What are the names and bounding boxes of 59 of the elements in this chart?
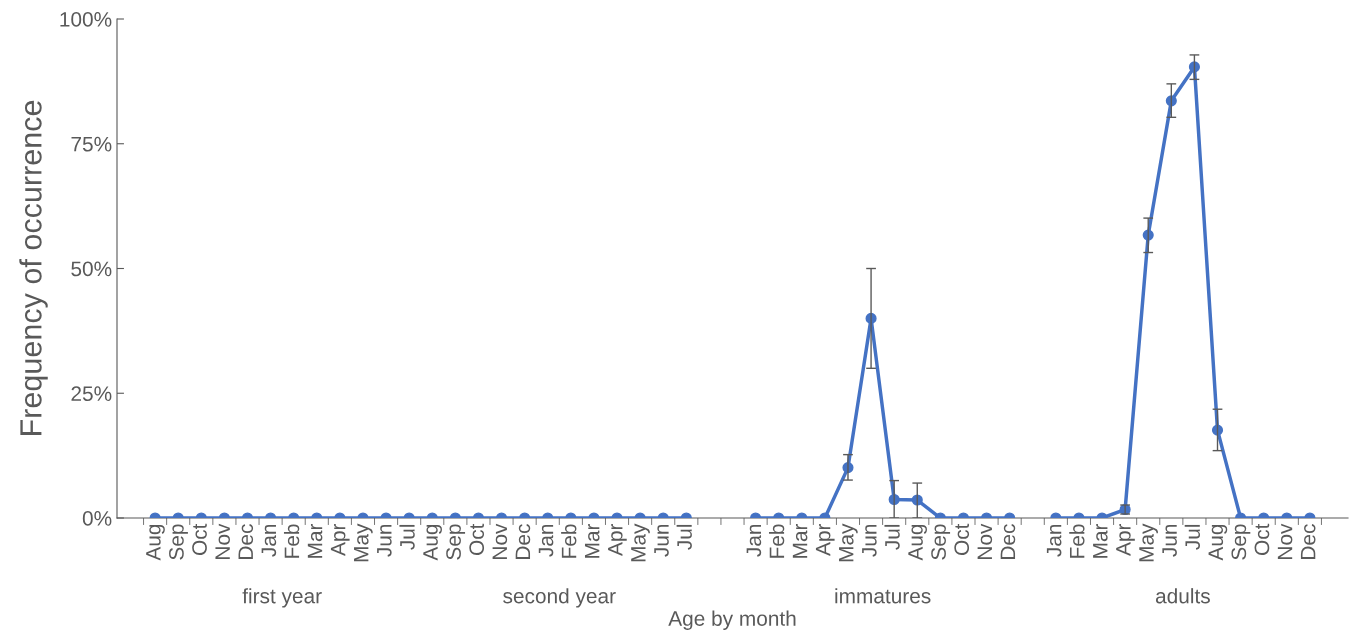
x-tick-label: Sep [931, 524, 951, 560]
x-tick-label: Mar [1093, 523, 1108, 558]
x-tick-label: Apr [608, 523, 627, 556]
x-tick-label: Oct [192, 523, 207, 555]
x-tick-label: Aug [423, 524, 442, 561]
x-axis-title: Age by month [668, 610, 796, 631]
x-tick-label: Feb [768, 524, 785, 558]
x-tick-label: Jan [746, 524, 762, 557]
x-tick-label: Oct [954, 523, 970, 555]
x-tick-label: Dec [238, 524, 254, 559]
x-tick-label: Dec [1300, 524, 1316, 559]
x-tick-label: Jun [1162, 524, 1177, 557]
x-tick-label: Sep [1231, 524, 1251, 560]
y-tick-label: 50% [71, 261, 112, 277]
x-tick-label: Aug [1208, 524, 1228, 561]
x-tick-label: May [354, 523, 373, 562]
x-tick-label: Oct [469, 523, 485, 555]
x-tick-label: Jul [1184, 524, 1201, 550]
x-tick-label: Jul [884, 524, 900, 550]
x-tick-label: Apr [330, 523, 350, 556]
x-tick-label: Mar [307, 523, 323, 558]
x-tick-label: Dec [515, 524, 531, 559]
x-tick-label: Aug [146, 524, 165, 561]
x-tick-label: Jan [538, 524, 554, 557]
x-tick-label: Jan [1046, 524, 1062, 557]
x-tick-label: Mar [584, 523, 600, 558]
y-tick-label: 0% [82, 511, 112, 526]
y-axis-title: Frequency of occurrence [19, 100, 48, 435]
x-tick-label: Sep [446, 524, 466, 560]
x-tick-label: Jan [261, 524, 277, 557]
x-tick-label: May [839, 523, 858, 562]
text: immatures [835, 588, 931, 604]
x-tick-label: May [631, 523, 650, 562]
x-tick-label: Jul [399, 524, 415, 550]
x-tick-label: Apr [1116, 523, 1135, 556]
x-tick-label: Jun [377, 524, 392, 557]
x-tick-label: Oct [1254, 523, 1270, 555]
x-tick-label: Jul [676, 524, 692, 550]
x-tick-label: Nov [215, 523, 230, 559]
y-tick-label: 75% [71, 136, 112, 152]
x-tick-label: Dec [1000, 524, 1016, 559]
x-tick-label: Apr [815, 523, 835, 556]
x-tick-label: Nov [1277, 523, 1293, 559]
x-tick-label: Feb [561, 524, 577, 558]
x-tick-label: Nov [977, 523, 993, 559]
text: second year [503, 588, 616, 608]
x-tick-label: Feb [1069, 524, 1085, 558]
x-tick-label: May [1139, 523, 1158, 562]
x-tick-label: Jun [654, 524, 669, 557]
x-tick-label: Sep [169, 524, 188, 560]
y-tick-label: 100% [60, 12, 112, 27]
text: adults [1155, 588, 1210, 604]
x-tick-label: Mar [792, 523, 808, 558]
x-tick-label: Nov [492, 523, 508, 559]
y-tick-label: 25% [71, 386, 112, 401]
x-tick-label: Jun [862, 524, 877, 557]
x-tick-label: Aug [908, 524, 927, 561]
x-tick-label: Feb [283, 524, 300, 558]
text: first year [242, 588, 322, 608]
